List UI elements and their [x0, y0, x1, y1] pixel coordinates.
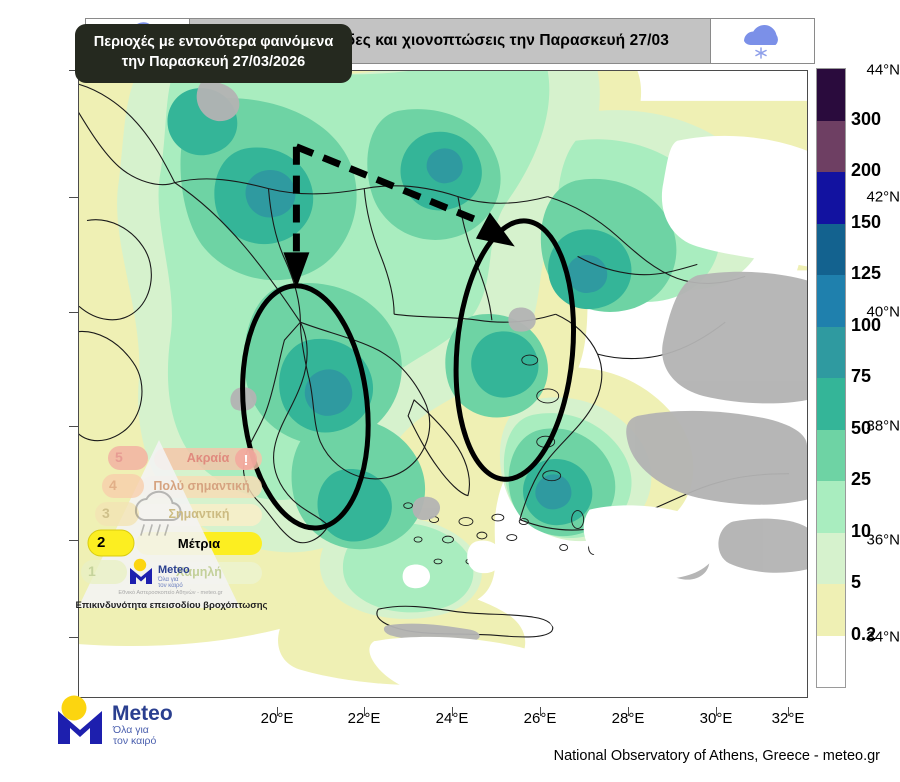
snow-cloud-icon [734, 19, 792, 64]
risk-legend-caption: Επικινδυνότητα επεισοδίου βροχόπτωσης [75, 600, 268, 611]
lon-tick [277, 707, 279, 716]
colorbar-band: 200 [817, 160, 881, 224]
colorbar-tick-label: 100 [851, 314, 882, 335]
lon-tick-label: 26°E [523, 710, 557, 727]
lat-tick-label: 42°N [866, 188, 900, 206]
map-frame [78, 70, 808, 698]
meteo-institution-line: Εθνικό Αστεροσκοπείο Αθηνών - meteo.gr [118, 590, 223, 596]
lon-tick-label: 22°E [347, 710, 381, 727]
eastern-aegean-ellipse [453, 218, 577, 482]
colorbar-band: 100 [817, 315, 881, 378]
lat-tick [69, 197, 78, 199]
lon-tick [540, 707, 542, 716]
colorbar-band: 50 [817, 418, 871, 481]
lon-tick [628, 707, 630, 716]
rain-cloud-icon [134, 490, 182, 536]
lon-tick [364, 707, 366, 716]
colorbar-band: 300 [817, 109, 881, 172]
lat-tick-label: 36°N [866, 531, 900, 549]
western-greece-ellipse [240, 283, 371, 531]
svg-text:τον καιρό: τον καιρό [158, 582, 183, 589]
colorbar-tick-label: 200 [851, 160, 882, 180]
lon-tick [788, 707, 790, 716]
annotation-line-2: την Παρασκευή 27/03/2026 [121, 53, 306, 70]
lon-tick [452, 707, 454, 716]
colorbar-tick-label: 10 [851, 520, 872, 541]
lat-tick [69, 70, 78, 72]
colorbar-tick-label: 125 [851, 263, 882, 283]
colorbar-band: 0.2 [817, 624, 876, 687]
lat-tick-label: 34°N [866, 628, 900, 646]
meteo-logo: Meteo Όλα για τον καιρό [50, 694, 265, 752]
lat-tick [69, 426, 78, 428]
precipitation-colorbar: 0.2 5 10 25 50 75 100 125 150 200 300 [816, 68, 881, 688]
colorbar-band: 150 [817, 212, 881, 275]
header-right-icon-box [710, 18, 815, 64]
colorbar-tick-label: 25 [851, 469, 872, 489]
colorbar-tick-label: 300 [851, 108, 882, 129]
lat-tick-label: 38°N [866, 417, 900, 435]
lat-tick-label: 44°N [866, 61, 900, 79]
colorbar-tick-label: 150 [851, 211, 882, 232]
colorbar-band: 75 [817, 366, 871, 430]
colorbar-band: 25 [817, 469, 871, 533]
colorbar-band: 5 [817, 572, 861, 636]
lon-tick-label: 28°E [611, 710, 645, 727]
colorbar-band: 10 [817, 521, 871, 584]
colorbar-tick-label: 0.2 [851, 623, 877, 644]
arrowhead-west [283, 252, 310, 289]
meteo-logo-inline: Meteo Όλα για τον καιρό [122, 558, 232, 590]
footer-credit: National Observatory of Athens, Greece -… [553, 748, 880, 764]
annotation-line-1: Περιοχές με εντονότερα φαινόμενα [93, 34, 334, 50]
lon-tick-label: 24°E [435, 710, 469, 727]
colorbar-tick-label: 50 [851, 417, 872, 438]
annotation-callout: Περιοχές με εντονότερα φαινόμενα την Παρ… [75, 24, 352, 84]
colorbar-tick-label: 5 [851, 572, 862, 592]
lat-tick [69, 312, 78, 314]
svg-text:!: ! [244, 452, 249, 469]
lon-tick [716, 707, 718, 716]
lon-tick-label: 20°E [260, 710, 294, 727]
meteo-wordmark: Meteo [112, 702, 173, 725]
svg-text:τον καιρό: τον καιρό [113, 735, 157, 747]
risk-level-legend: ! 5 4 3 2 1 Ακραία Πολύ σημαντική Σημαντ… [58, 440, 293, 620]
precipitation-map [79, 71, 807, 697]
lon-tick-label: 30°E [699, 710, 733, 727]
colorbar-band: 125 [817, 263, 881, 327]
lat-tick [69, 540, 78, 542]
lat-tick-label: 40°N [866, 303, 900, 321]
svg-text:Όλα για: Όλα για [112, 724, 149, 736]
arrow-to-eastern-ellipse [295, 143, 480, 224]
arrowhead-east [475, 212, 515, 247]
colorbar-tick-label: 75 [851, 366, 872, 386]
svg-text:Meteo: Meteo [158, 564, 190, 576]
colorbar-band [817, 69, 845, 121]
lat-tick [69, 637, 78, 639]
svg-text:Όλα για: Όλα για [157, 577, 179, 583]
lon-tick-label: 32°E [771, 710, 805, 727]
